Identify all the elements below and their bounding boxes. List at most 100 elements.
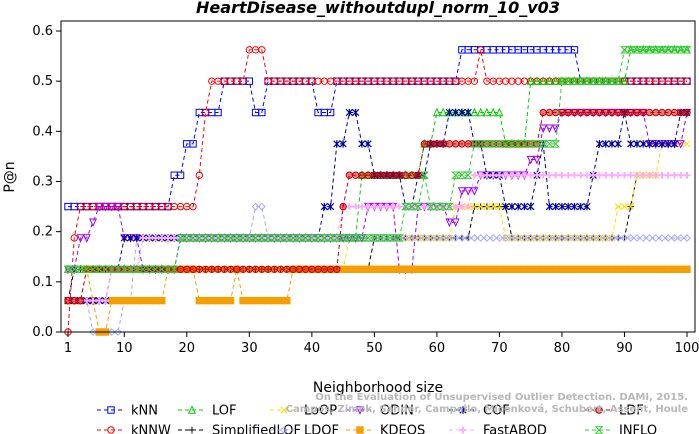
data-point-cof <box>464 108 472 117</box>
data-point-inflo <box>401 202 411 211</box>
data-point-kdeos <box>345 265 354 273</box>
data-point-ldof <box>414 234 423 242</box>
data-point-ldof <box>470 234 479 242</box>
data-point-inflo <box>588 77 598 85</box>
data-point-ldf <box>633 108 641 117</box>
data-point-odin <box>470 187 479 196</box>
data-point-lof <box>545 76 554 85</box>
legend-item-loop: LoOP <box>270 404 337 419</box>
data-point-fastabod <box>352 203 359 210</box>
data-point-fastabod <box>590 172 597 179</box>
data-point-ldf <box>326 265 335 273</box>
data-point-ldf <box>226 265 235 273</box>
data-point-inflo <box>432 202 442 211</box>
data-point-knn <box>570 46 579 54</box>
data-point-loop <box>408 234 416 242</box>
data-point-kdeos <box>526 265 535 273</box>
data-point-inflo <box>182 234 192 242</box>
data-point-knnw <box>201 108 210 117</box>
data-point-fastabod <box>646 172 653 179</box>
data-point-inflo <box>670 46 679 54</box>
data-point-kdeos <box>577 265 585 273</box>
data-point-ldf <box>276 265 285 273</box>
data-point-odin <box>457 187 466 196</box>
data-point-ldof <box>476 234 485 242</box>
data-point-inflo <box>269 234 279 242</box>
data-point-fastabod <box>452 203 459 210</box>
data-point-ldf <box>320 265 329 273</box>
data-point-fastabod <box>652 172 659 179</box>
data-point-knnw <box>70 234 78 242</box>
data-point-cof <box>552 202 560 211</box>
data-point-ldf <box>670 108 679 117</box>
data-point-inflo <box>132 265 142 273</box>
data-point-odin <box>82 234 91 243</box>
data-point-ldof <box>495 234 504 242</box>
data-point-fastabod <box>577 172 584 179</box>
data-point-inflo <box>151 265 160 273</box>
legend-label: LDOF <box>304 424 339 434</box>
legend-item-ldf: LDF <box>585 404 644 419</box>
series-line-knn <box>68 49 687 208</box>
data-point-lof <box>470 107 479 117</box>
legend-label: LOF <box>212 404 237 419</box>
series-knnw <box>64 46 691 336</box>
data-point-inflo <box>388 234 398 242</box>
data-point-kdeos <box>395 265 404 273</box>
citation-watermark-line-2: Campos, Zimek, Sander, Campello, Micenko… <box>286 403 688 415</box>
legend-label: ODIN <box>380 404 414 419</box>
data-point-cof <box>120 234 128 242</box>
x-tick-label: 40 <box>304 341 321 356</box>
data-point-ldf <box>614 108 622 117</box>
data-point-ldf <box>426 140 435 148</box>
data-point-kdeos <box>120 296 128 305</box>
legend-item-simplifiedlof: SimplifiedLOF <box>178 424 301 434</box>
data-point-knn <box>214 108 222 117</box>
data-point-inflo <box>276 234 285 242</box>
legend-label: LoOP <box>304 404 337 419</box>
y-tick-label: 0.0 <box>32 325 53 340</box>
data-point-fastabod <box>146 234 153 242</box>
data-point-lof <box>489 107 498 117</box>
legend-item-inflo: INFLO <box>585 424 657 434</box>
series-odin <box>64 108 691 275</box>
data-point-fastabod <box>665 172 672 179</box>
x-tick-label: 100 <box>675 341 699 356</box>
data-point-inflo <box>638 46 648 54</box>
y-tick-label: 0.4 <box>32 124 53 139</box>
data-point-fastabod <box>640 172 647 179</box>
data-point-cof <box>126 234 135 242</box>
data-point-fastabod <box>364 203 372 210</box>
data-point-cof <box>652 140 660 148</box>
data-point-ldof <box>445 234 454 242</box>
data-point-cof <box>345 108 353 117</box>
data-point-inflo <box>288 234 298 242</box>
data-point-ldf <box>364 171 372 179</box>
data-point-inflo <box>526 140 536 148</box>
data-point-inflo <box>457 171 467 179</box>
data-point-ldf <box>583 108 591 117</box>
data-point-inflo <box>595 77 604 85</box>
data-point-loop <box>470 203 478 211</box>
data-point-ldf <box>370 171 379 179</box>
data-point-kdeos <box>514 265 522 273</box>
data-point-inflo <box>476 140 486 148</box>
data-point-fastabod <box>383 203 391 210</box>
data-point-ldf <box>620 108 629 117</box>
data-point-kdeos <box>539 265 547 273</box>
data-point-lof <box>526 76 535 85</box>
legend-marker-lof <box>188 405 196 414</box>
data-point-inflo <box>495 140 504 148</box>
data-point-ldf <box>245 265 254 273</box>
data-point-kdeos <box>483 265 491 273</box>
data-point-inflo <box>488 140 498 148</box>
data-point-odin <box>445 218 454 228</box>
data-point-inflo <box>332 234 342 242</box>
data-point-inflo <box>282 234 292 242</box>
data-point-inflo <box>213 234 223 242</box>
data-point-kdeos <box>564 265 572 273</box>
data-point-kdeos <box>220 296 229 305</box>
data-point-cof <box>614 140 622 148</box>
data-point-inflo <box>138 265 148 273</box>
